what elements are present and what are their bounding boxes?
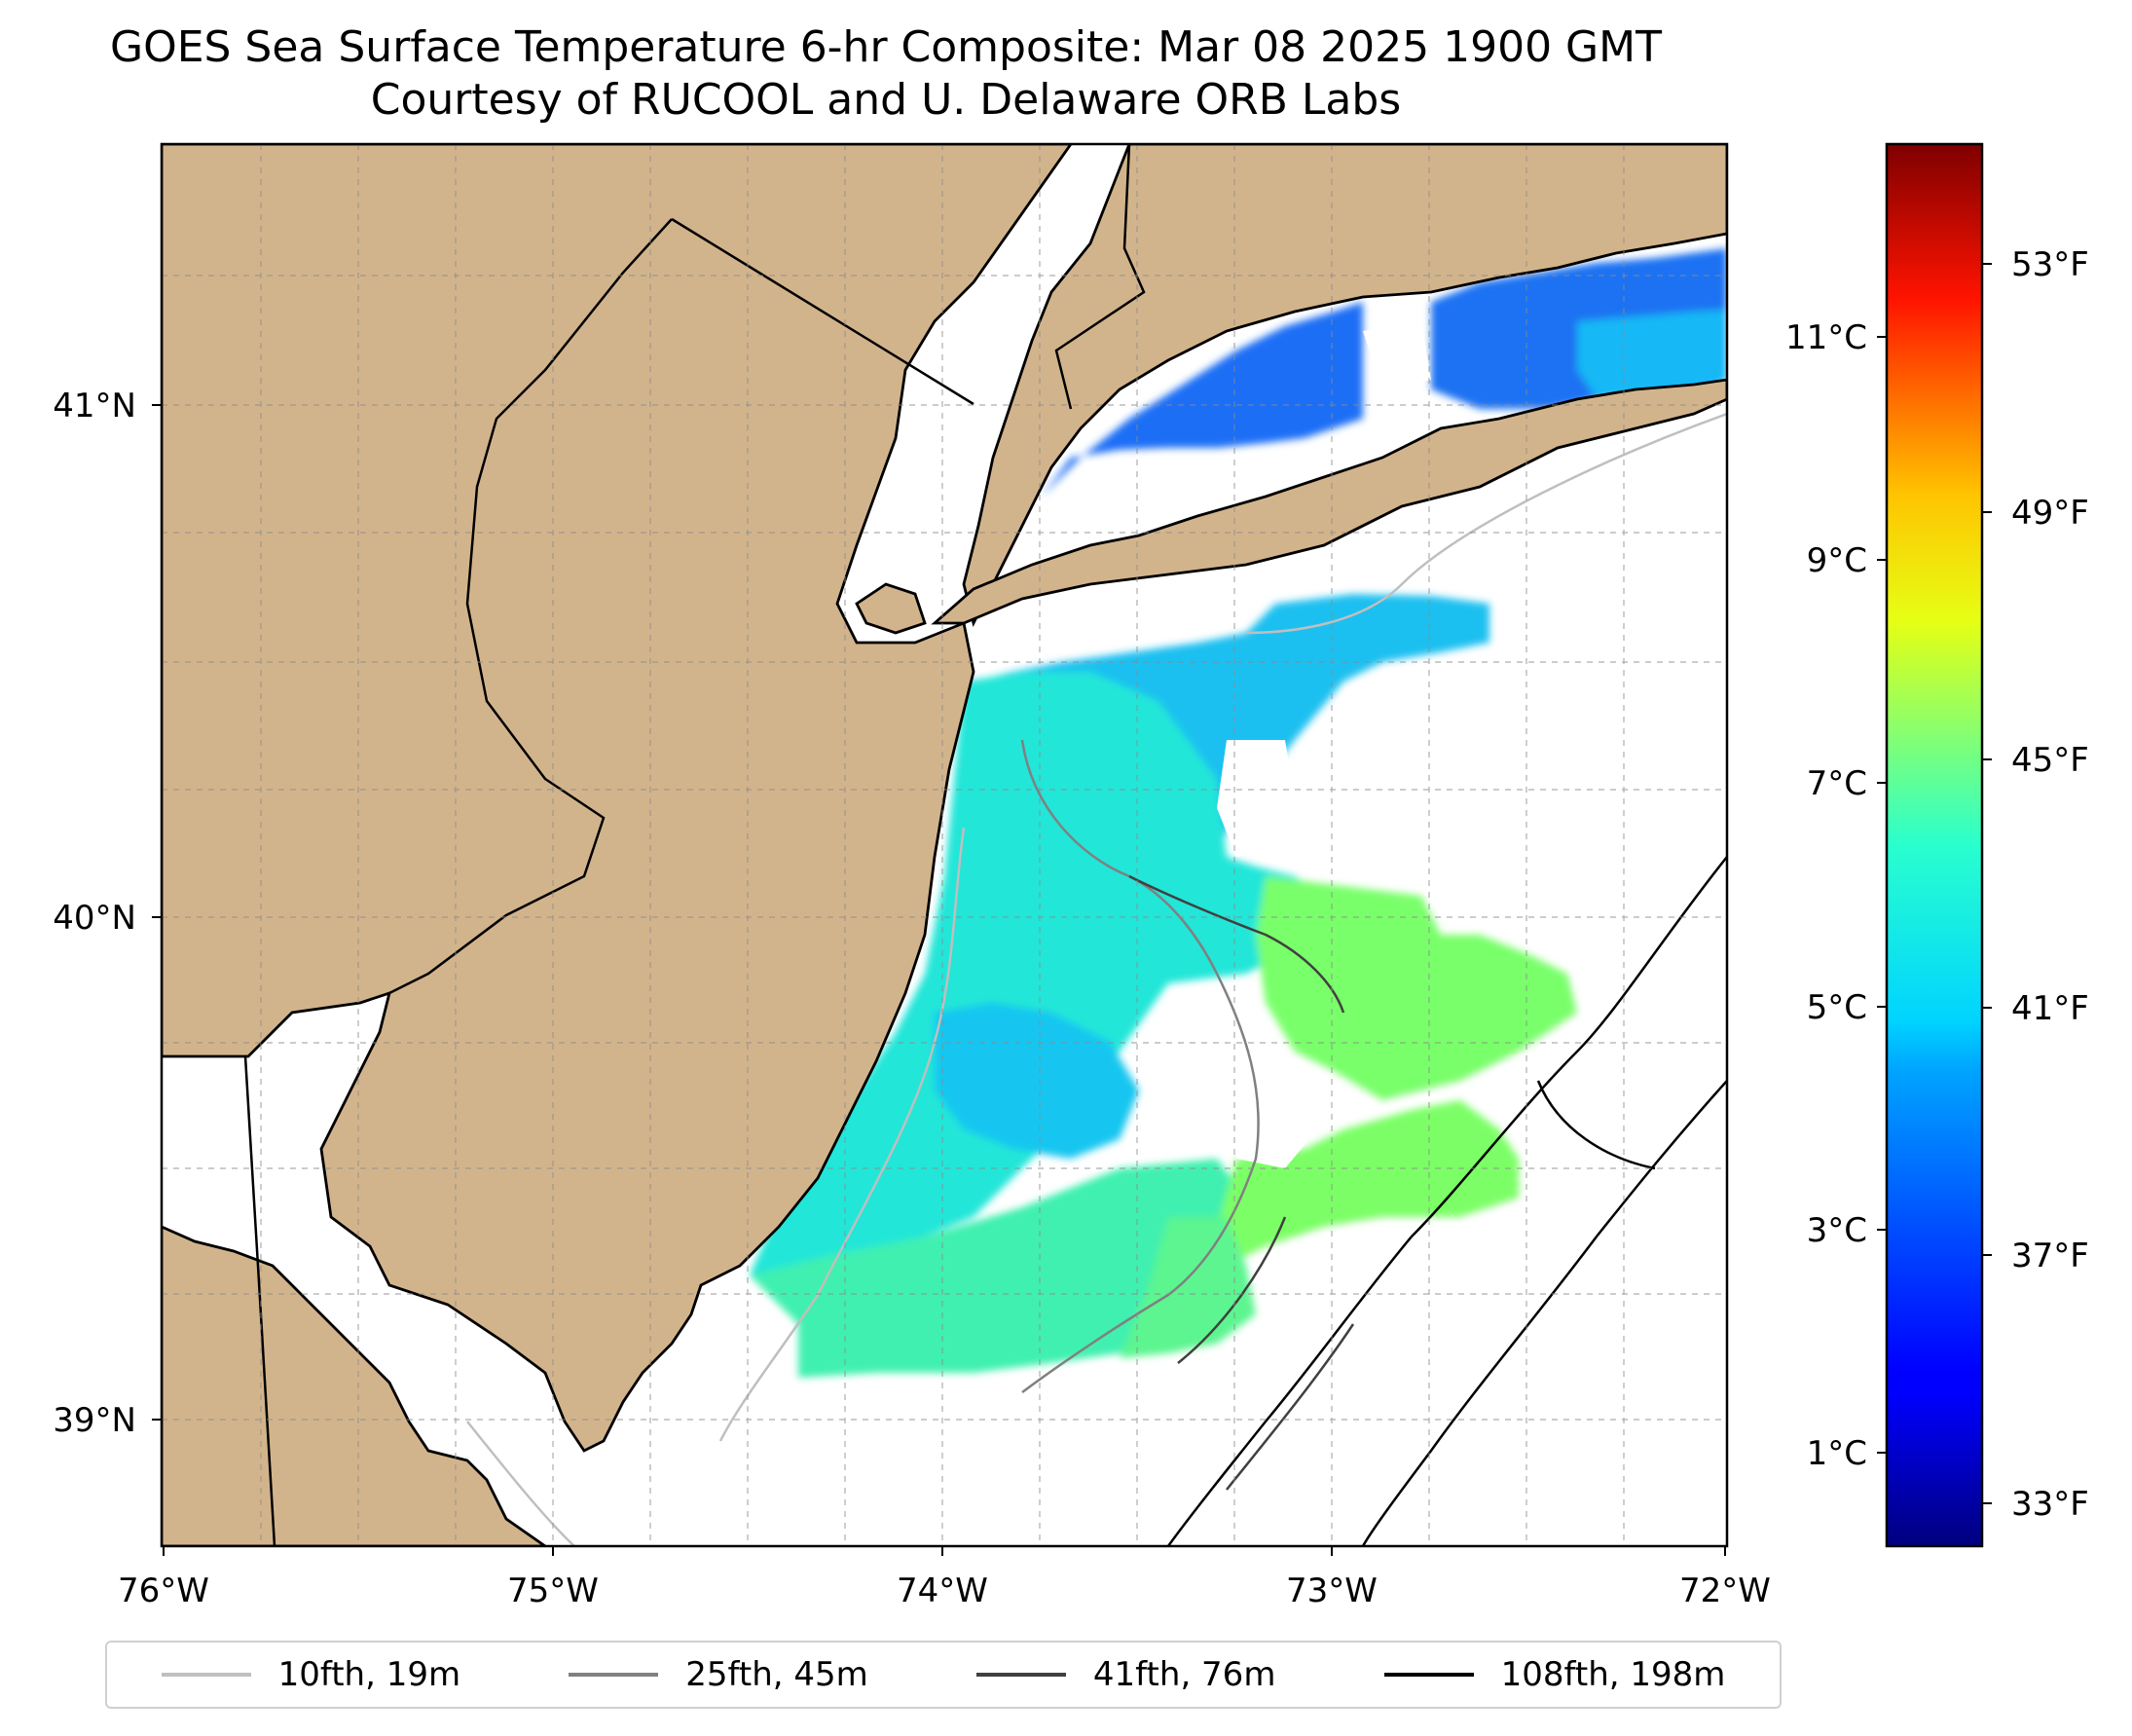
state-borders	[243, 144, 1146, 1546]
title-line-2: Courtesy of RUCOOL and U. Delaware ORB L…	[370, 75, 1402, 125]
no-data-gap-3	[1363, 321, 1431, 389]
lat-label: 40°N	[53, 899, 136, 938]
sst-patch-shelf-break-east	[1256, 876, 1577, 1100]
map-panel	[162, 144, 1727, 1546]
lon-label: 76°W	[118, 1571, 209, 1610]
isobath-41fth	[1128, 874, 1355, 1491]
land-layer	[162, 144, 1727, 1546]
colorbar-celsius-labels: 11°C 9°C 7°C 5°C 3°C 1°C	[1785, 318, 1867, 1473]
land-new-jersey-and-pa	[162, 144, 1073, 1453]
sst-patch-mid-shelf-green	[1120, 1217, 1256, 1358]
no-data-gap-2	[1222, 1071, 1309, 1168]
lat-label: 39°N	[53, 1401, 136, 1440]
celsius-label: 5°C	[1807, 988, 1867, 1027]
map-frame	[160, 142, 1729, 1548]
no-data-gap-1	[1217, 740, 1295, 857]
legend-item-25fth: 25fth, 45m	[569, 1655, 868, 1694]
legend-swatch	[569, 1673, 659, 1677]
sst-patch-cold-core	[935, 1003, 1139, 1159]
legend-item-108fth: 108fth, 198m	[1383, 1655, 1726, 1694]
border-de-md	[243, 1055, 276, 1546]
colorbar-ticks	[1877, 263, 1992, 1504]
legend-label: 108fth, 198m	[1500, 1655, 1726, 1694]
fahrenheit-label: 41°F	[2011, 989, 2089, 1028]
colorbar-gradient	[1885, 142, 1984, 1548]
latitude-labels: 41°N 40°N 39°N	[53, 387, 136, 1440]
colorbar-fahrenheit-labels: 53°F 49°F 45°F 41°F 37°F 33°F	[2011, 245, 2089, 1524]
isobath-contours	[466, 412, 1727, 1546]
sst-patch-li-sound-west	[1042, 302, 1363, 497]
legend-label: 25fth, 45m	[685, 1655, 868, 1694]
land-staten-island-area	[855, 582, 927, 635]
celsius-label: 3°C	[1807, 1211, 1867, 1250]
fahrenheit-label: 53°F	[2011, 245, 2089, 284]
celsius-label: 11°C	[1785, 318, 1867, 357]
lat-label: 41°N	[53, 387, 136, 425]
lon-label: 74°W	[897, 1571, 988, 1610]
border-ny-nj	[671, 217, 974, 406]
land-delmarva	[162, 1225, 548, 1546]
isobath-25fth	[1020, 739, 1260, 1394]
longitude-labels: 76°W 75°W 74°W 73°W 72°W	[118, 1571, 1771, 1610]
sst-patch-shelf-break-south	[1217, 1100, 1519, 1266]
gridlines	[162, 144, 1727, 1546]
legend-swatch	[975, 1673, 1066, 1677]
sst-patch-li-sound-east-light	[1577, 310, 1727, 399]
border-pa-nj	[388, 218, 673, 995]
fahrenheit-label: 49°F	[2011, 494, 2089, 533]
isobath-10fth	[466, 412, 1727, 1546]
land-new-york-ct	[962, 144, 1727, 628]
colorbar: 11°C 9°C 7°C 5°C 3°C 1°C 53°F 49°F 45°F …	[1785, 142, 2089, 1548]
sst-patch-shelf-central	[750, 672, 1324, 1285]
legend-swatch	[1383, 1673, 1474, 1677]
fahrenheit-label: 37°F	[2011, 1237, 2089, 1275]
celsius-label: 1°C	[1807, 1434, 1867, 1473]
fahrenheit-label: 45°F	[2011, 741, 2089, 780]
chart-title: GOES Sea Surface Temperature 6-hr Compos…	[0, 21, 1772, 127]
sst-data-layer	[750, 248, 1727, 1378]
fahrenheit-label: 33°F	[2011, 1485, 2089, 1524]
axis-ticks	[152, 404, 1726, 1556]
legend-label: 10fth, 19m	[277, 1655, 461, 1694]
border-ny-ct	[1054, 144, 1146, 410]
lon-label: 72°W	[1679, 1571, 1771, 1610]
lon-label: 73°W	[1286, 1571, 1378, 1610]
title-line-1: GOES Sea Surface Temperature 6-hr Compos…	[109, 22, 1662, 72]
legend-label: 41fth, 76m	[1092, 1655, 1276, 1694]
isobath-legend: 10fth, 19m 25fth, 45m 41fth, 76m 108fth,…	[105, 1641, 1782, 1709]
land-long-island	[931, 378, 1727, 625]
celsius-label: 7°C	[1807, 764, 1867, 803]
celsius-label: 9°C	[1807, 541, 1867, 580]
legend-swatch	[161, 1673, 251, 1677]
isobath-108fth	[1166, 856, 1727, 1546]
lon-label: 75°W	[507, 1571, 599, 1610]
legend-item-41fth: 41fth, 76m	[975, 1655, 1276, 1694]
legend-item-10fth: 10fth, 19m	[161, 1655, 461, 1694]
